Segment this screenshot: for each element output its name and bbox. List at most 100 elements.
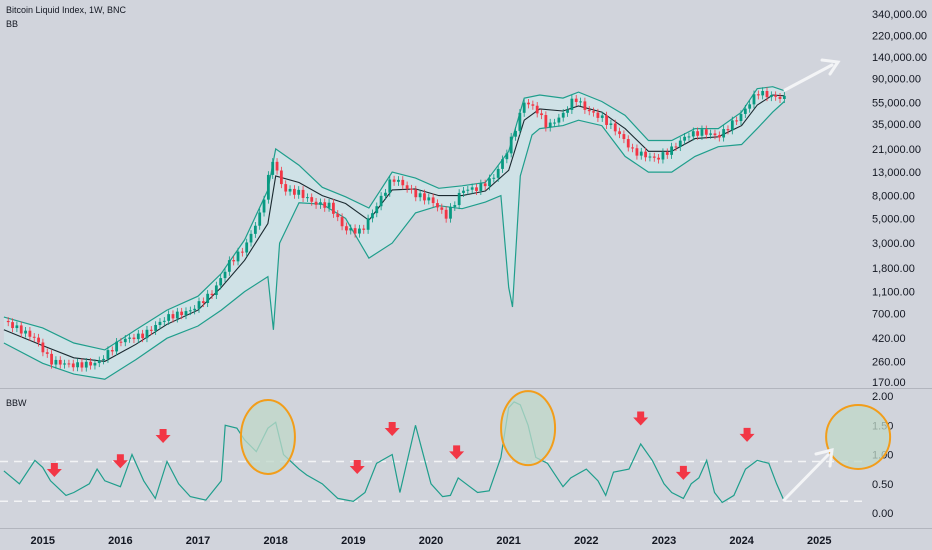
- candle-body: [618, 131, 621, 135]
- candle-body: [89, 361, 93, 366]
- time-axis-tick-label: 2017: [186, 535, 210, 547]
- candle-body: [635, 148, 639, 156]
- candle-body: [188, 310, 192, 312]
- candle-body: [297, 189, 301, 195]
- candle-body: [665, 152, 669, 155]
- candle-body: [106, 350, 110, 359]
- candle-body: [479, 183, 483, 191]
- candle-body: [262, 199, 266, 213]
- time-axis-tick-label: 2022: [574, 535, 598, 547]
- candle-body: [180, 311, 184, 316]
- candle-body: [418, 193, 422, 198]
- candle-body: [58, 359, 62, 365]
- candle-body: [535, 105, 539, 114]
- candle-body: [587, 109, 591, 112]
- price-axis-tick-label: 13,000.00: [872, 167, 921, 179]
- time-axis-tick-label: 2024: [729, 535, 754, 547]
- highlight-circle: [500, 390, 557, 467]
- candle-body: [115, 341, 119, 352]
- bb-indicator-label[interactable]: BB: [6, 19, 19, 29]
- candle-body: [275, 161, 279, 171]
- bbw-axis-tick-label: 2.00: [872, 391, 893, 403]
- price-axis-tick-label: 35,000.00: [872, 119, 921, 131]
- candle-body: [431, 197, 435, 204]
- candle-body: [544, 115, 548, 128]
- candle-body: [509, 136, 513, 154]
- candle-body: [401, 179, 405, 186]
- time-axis-tick-label: 2023: [652, 535, 676, 547]
- candle-body: [67, 363, 71, 365]
- candle-body: [613, 123, 617, 132]
- candle-body: [37, 337, 40, 343]
- candle-body: [258, 212, 262, 226]
- candle-body: [691, 131, 695, 137]
- candle-body: [514, 130, 517, 137]
- candle-body: [388, 179, 392, 193]
- candle-body: [492, 177, 496, 179]
- candle-body: [639, 151, 643, 156]
- up-arrow-annotation: [783, 58, 841, 92]
- price-axis-tick-label: 220,000.00: [872, 30, 927, 42]
- time-axis-tick-label: 2015: [30, 535, 54, 547]
- candle-body: [249, 233, 253, 243]
- candle-body: [6, 320, 10, 323]
- candle-body: [644, 151, 647, 158]
- candle-body: [553, 122, 556, 124]
- candle-body: [631, 147, 634, 149]
- candle-body: [54, 359, 58, 365]
- candle-body: [743, 108, 747, 114]
- candle-body: [71, 363, 75, 368]
- candle-body: [687, 136, 691, 138]
- candle-body: [319, 202, 322, 205]
- price-axis-tick-label: 1,800.00: [872, 263, 915, 275]
- candle-body: [184, 311, 188, 316]
- time-axis-tick-label: 2020: [419, 535, 443, 547]
- candle-body: [332, 202, 335, 214]
- down-arrow-marker: [112, 454, 128, 469]
- price-axis-tick-label: 140,000.00: [872, 52, 927, 64]
- candle-body: [284, 184, 288, 192]
- down-arrow-marker: [675, 465, 691, 480]
- candle-body: [605, 115, 608, 125]
- highlight-circle: [825, 403, 892, 470]
- candle-body: [32, 336, 36, 338]
- candle-body: [600, 115, 604, 118]
- candle-body: [15, 325, 19, 329]
- candle-body: [84, 361, 88, 368]
- candle-body: [266, 174, 270, 200]
- candle-body: [353, 228, 357, 234]
- candle-body: [574, 98, 578, 102]
- price-axis-tick-label: 260.00: [872, 356, 906, 368]
- candle-body: [366, 218, 370, 230]
- candle-body: [154, 324, 158, 331]
- price-axis-tick-label: 3,000.00: [872, 238, 915, 250]
- candle-body: [531, 104, 535, 106]
- band-fill: [3, 86, 785, 380]
- candle-body: [392, 179, 396, 182]
- down-arrow-marker: [46, 462, 62, 477]
- candle-body: [175, 311, 179, 319]
- candle-body: [717, 135, 721, 138]
- candle-body: [436, 203, 439, 208]
- candle-body: [336, 213, 340, 218]
- bbw-indicator-label[interactable]: BBW: [6, 398, 27, 408]
- price-axis-tick-label: 55,000.00: [872, 97, 921, 109]
- candle-body: [132, 337, 136, 340]
- candle-body: [700, 129, 704, 136]
- candle-body: [375, 206, 379, 214]
- candle-body: [171, 314, 175, 319]
- candle-body: [397, 179, 400, 182]
- candle-body: [596, 112, 600, 118]
- candle-body: [626, 139, 630, 148]
- candle-body: [561, 112, 565, 118]
- candle-body: [752, 94, 756, 105]
- candle-body: [713, 133, 717, 136]
- candle-body: [548, 122, 552, 128]
- price-axis-tick-label: 90,000.00: [872, 74, 921, 86]
- time-axis-tick-label: 2018: [263, 535, 287, 547]
- candle-body: [371, 213, 374, 219]
- candle-body: [449, 206, 452, 219]
- candle-body: [110, 350, 114, 352]
- highlight-circle: [239, 398, 296, 475]
